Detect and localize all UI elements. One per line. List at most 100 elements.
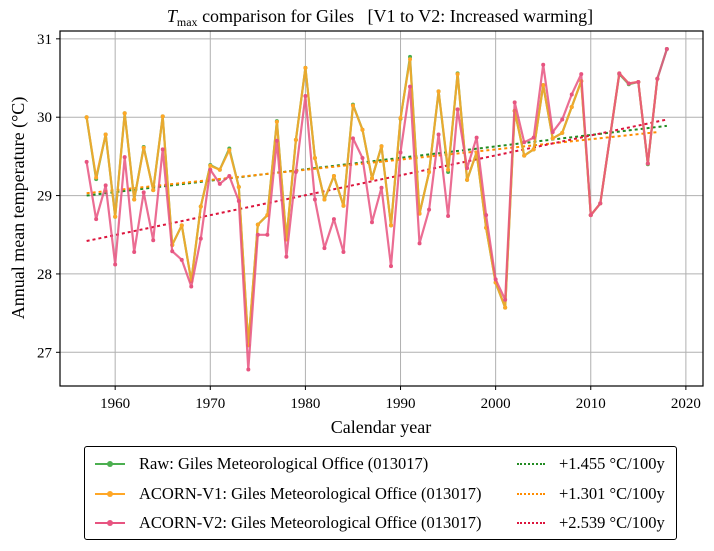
series-line-acorn-v2	[85, 48, 668, 371]
data-point-acorn-v1	[446, 167, 451, 172]
legend-line-marker-icon	[95, 459, 125, 469]
data-point-acorn-v2	[198, 236, 203, 241]
data-point-acorn-v1	[141, 145, 146, 150]
data-point-acorn-v2	[141, 190, 146, 195]
data-point-acorn-v2	[293, 170, 298, 175]
legend-trend-label: +1.455 °C/100y	[559, 454, 665, 473]
data-point-acorn-v2	[598, 201, 603, 206]
data-point-acorn-v1	[227, 148, 232, 153]
data-point-acorn-v2	[246, 367, 251, 372]
x-axis: 1960 1970 1980 1990 2000 2010 2020	[100, 386, 701, 412]
data-point-acorn-v1	[379, 144, 384, 149]
x-tick-label: 1980	[290, 396, 320, 412]
data-point-acorn-v1	[560, 130, 565, 135]
data-point-acorn-v2	[389, 264, 394, 269]
x-tick-label: 2010	[576, 396, 606, 412]
data-point-acorn-v1	[436, 89, 441, 94]
data-point-acorn-v2	[113, 262, 118, 267]
data-point-acorn-v1	[531, 147, 536, 152]
data-point-acorn-v1	[122, 111, 127, 116]
data-point-acorn-v2	[274, 138, 279, 143]
legend-label: ACORN-V1: Giles Meteorological Office (0…	[139, 484, 482, 503]
data-point-acorn-v1	[179, 223, 184, 228]
data-point-acorn-v2	[103, 183, 108, 188]
data-point-acorn-v1	[274, 119, 279, 124]
data-point-acorn-v2	[122, 155, 127, 160]
data-point-acorn-v2	[541, 62, 546, 67]
data-point-acorn-v1	[360, 127, 365, 132]
data-point-acorn-v1	[341, 203, 346, 208]
data-point-acorn-v2	[236, 199, 241, 204]
data-point-acorn-v2	[379, 185, 384, 190]
data-point-acorn-v2	[484, 213, 489, 218]
data-point-acorn-v1	[569, 105, 574, 110]
y-axis-label: Annual mean temperature (°C)	[8, 97, 29, 320]
trend-lines	[86, 118, 668, 243]
data-point-acorn-v1	[113, 214, 118, 219]
data-point-acorn-v2	[341, 249, 346, 254]
data-point-acorn-v2	[227, 173, 232, 178]
data-point-acorn-v2	[265, 232, 270, 237]
data-point-acorn-v2	[626, 81, 631, 86]
series-line-raw	[85, 48, 668, 347]
data-point-acorn-v2	[255, 232, 260, 237]
legend-label: Raw: Giles Meteorological Office (013017…	[139, 454, 429, 473]
data-point-acorn-v2	[179, 257, 184, 262]
legend-item-acorn-v2: ACORN-V2: Giles Meteorological Office (0…	[95, 511, 481, 535]
legend-line-marker-icon	[95, 518, 125, 528]
data-point-acorn-v2	[350, 136, 355, 141]
data-point-acorn-v1	[398, 115, 403, 120]
data-point-acorn-v1	[255, 222, 260, 227]
x-tick-label: 2000	[481, 396, 511, 412]
x-tick-label: 1960	[100, 396, 130, 412]
data-point-acorn-v1	[198, 204, 203, 209]
data-point-acorn-v2	[569, 92, 574, 97]
x-tick-label: 1990	[386, 396, 416, 412]
data-point-acorn-v2	[160, 147, 165, 152]
data-point-acorn-v2	[636, 79, 641, 84]
data-point-acorn-v2	[151, 238, 156, 243]
x-tick-label: 1970	[195, 396, 225, 412]
series-lines	[84, 47, 669, 372]
data-point-acorn-v2	[322, 246, 327, 251]
data-point-acorn-v1	[303, 65, 308, 70]
data-point-acorn-v1	[160, 114, 165, 119]
data-point-acorn-v1	[293, 137, 298, 142]
data-point-acorn-v2	[645, 161, 650, 166]
legend-label: ACORN-V2: Giles Meteorological Office (0…	[139, 513, 482, 532]
data-point-acorn-v1	[322, 197, 327, 202]
data-point-acorn-v2	[579, 72, 584, 77]
data-point-acorn-v2	[436, 132, 441, 137]
data-point-acorn-v1	[103, 132, 108, 137]
data-point-acorn-v2	[446, 213, 451, 218]
data-point-acorn-v2	[369, 220, 374, 225]
data-point-acorn-v1	[541, 83, 546, 88]
data-point-acorn-v1	[331, 173, 336, 178]
data-point-acorn-v2	[132, 249, 137, 254]
data-point-acorn-v1	[408, 57, 413, 62]
data-point-acorn-v2	[408, 84, 413, 89]
data-point-acorn-v1	[236, 184, 241, 189]
data-point-acorn-v2	[217, 181, 222, 186]
data-point-acorn-v2	[427, 207, 432, 212]
data-point-acorn-v2	[617, 71, 622, 76]
data-point-acorn-v2	[303, 94, 308, 99]
data-point-acorn-v2	[493, 277, 498, 282]
data-point-acorn-v2	[531, 135, 536, 140]
data-point-acorn-v2	[560, 117, 565, 122]
data-point-acorn-v2	[588, 213, 593, 218]
legend: Raw: Giles Meteorological Office (013017…	[84, 446, 677, 540]
data-point-acorn-v1	[389, 223, 394, 228]
legend-trend-label: +1.301 °C/100y	[559, 484, 665, 503]
y-tick-label: 31	[37, 32, 52, 48]
legend-dotted-line-icon	[517, 459, 545, 469]
trend-line-1	[86, 131, 658, 195]
data-point-acorn-v2	[284, 254, 289, 259]
x-tick-label: 2020	[671, 396, 701, 412]
data-point-acorn-v2	[455, 107, 460, 112]
data-point-acorn-v1	[427, 170, 432, 175]
data-point-acorn-v2	[503, 297, 508, 302]
data-point-acorn-v1	[312, 155, 317, 160]
y-tick-label: 27	[37, 345, 53, 361]
